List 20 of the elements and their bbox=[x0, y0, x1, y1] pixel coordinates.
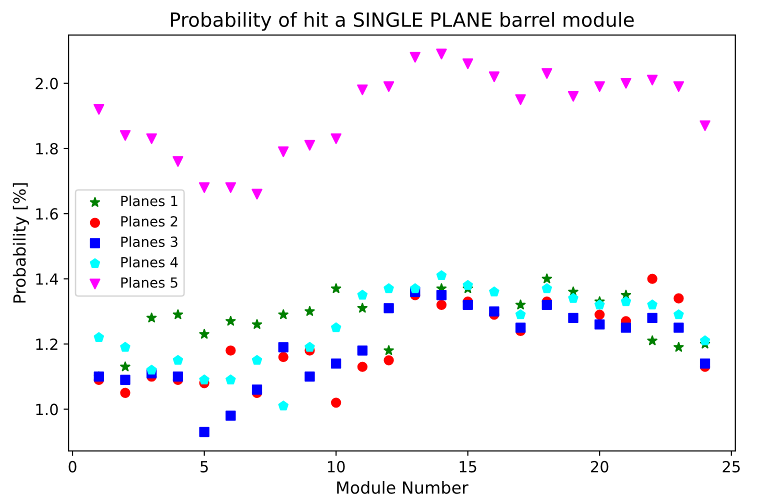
x-tick-label: 10 bbox=[328, 460, 345, 472]
y-tick-label: 1.0 bbox=[36, 404, 58, 416]
x-tick-label: 15 bbox=[460, 461, 476, 472]
y-tick-label: 2.0 bbox=[36, 78, 58, 90]
x-tick-label: 0 bbox=[68, 460, 76, 472]
legend-label: Planes 1 bbox=[121, 195, 178, 206]
x-tick-label: 25 bbox=[722, 460, 740, 472]
legend-label: Planes 3 bbox=[121, 236, 178, 248]
legend-label: Planes 5 bbox=[121, 277, 178, 288]
legend-label: Planes 4 bbox=[121, 256, 178, 268]
y-tick-label: 1.8 bbox=[36, 142, 58, 154]
x-axis-title: Module Number bbox=[337, 480, 468, 494]
x-tick-label: 20 bbox=[591, 460, 608, 472]
y-tick-label: 1.6 bbox=[36, 208, 58, 220]
x-tick-label: 5 bbox=[200, 461, 208, 472]
y-tick-label: 1.4 bbox=[36, 274, 58, 285]
legend-label: Planes 2 bbox=[121, 216, 178, 227]
chart-title: Probability of hit a SINGLE PLANE barrel module bbox=[171, 12, 634, 31]
y-tick-label: 1.2 bbox=[36, 338, 58, 350]
y-axis-title: Probability [%] bbox=[12, 183, 30, 302]
